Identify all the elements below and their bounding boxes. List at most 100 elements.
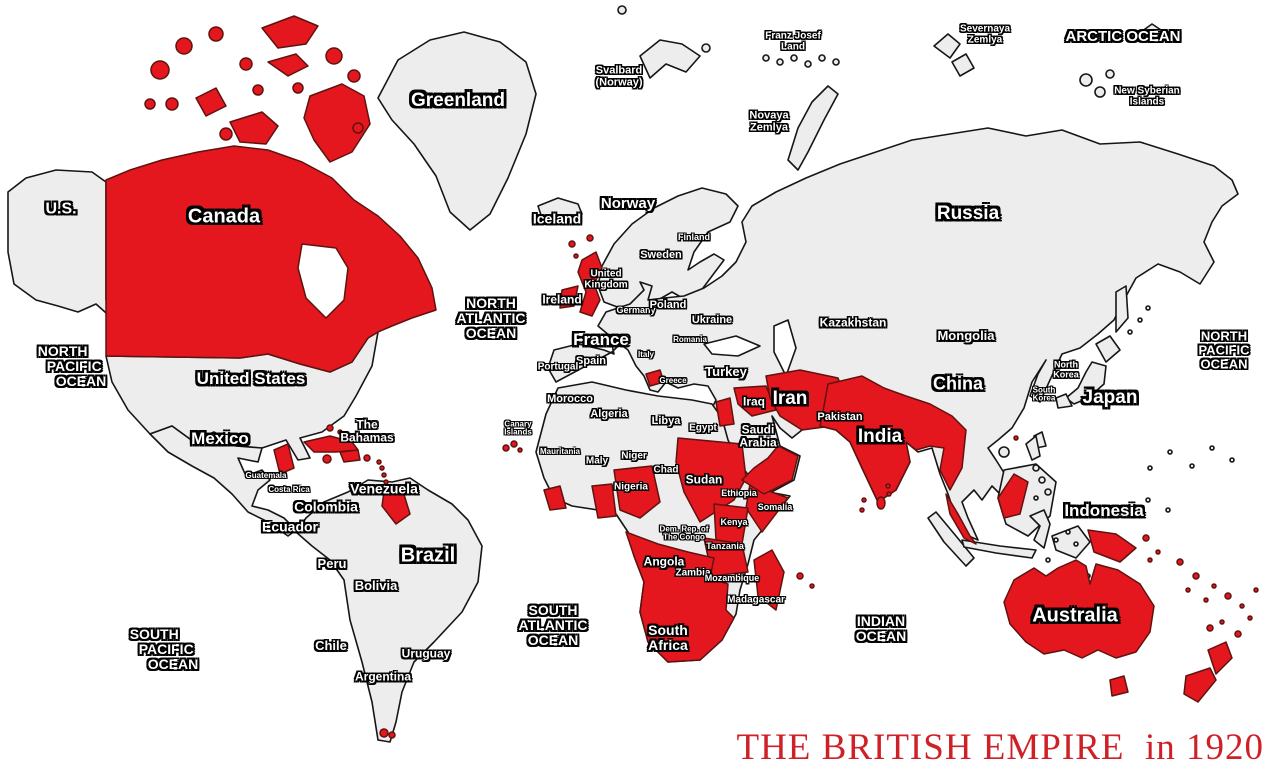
country-label-mexico: Mexico	[191, 428, 249, 448]
sumatra-shape	[927, 511, 975, 567]
sulawesi-shape	[1029, 509, 1051, 549]
country-label-new-syberian-islands: New Syberian Islands	[1114, 85, 1180, 107]
country-label-romania: Romania	[673, 334, 707, 344]
country-label-china: China	[932, 373, 984, 394]
scandinavia-shape	[597, 187, 739, 309]
country-label-zambia: Zambia	[675, 567, 711, 579]
country-label-ecuador: Ecuador	[261, 518, 319, 535]
country-label-algeria: Algeria	[590, 408, 628, 421]
tasmania-shape	[1109, 675, 1129, 697]
country-label-the-bahamas: The Bahamas	[340, 417, 394, 444]
country-label-south-korea: South Korea	[1032, 385, 1056, 403]
country-label-south-africa: South Africa	[648, 622, 688, 653]
country-label-canada: Canada	[187, 205, 261, 228]
new-zealand-north-shape	[1207, 641, 1233, 675]
country-label-sweden: Sweden	[640, 249, 682, 262]
country-label-iran: Iran	[772, 387, 808, 409]
country-label-spain: Spain	[576, 355, 606, 368]
greenland-shape	[377, 31, 537, 231]
country-label-norway: Norway	[600, 195, 656, 213]
kyushu-shape	[1055, 393, 1073, 409]
country-label-somalia: Somalia	[757, 502, 793, 513]
malaya-shape	[945, 493, 977, 545]
jamaica-shape	[322, 454, 332, 464]
jordan-palestine-shape	[715, 397, 735, 427]
country-label-ethiopia: Ethiopia	[721, 488, 757, 499]
country-label-australia: Australia	[1032, 604, 1118, 627]
franz-josef-land-shape	[762, 54, 840, 68]
java-shape	[961, 539, 1037, 559]
united-kingdom-shape	[577, 251, 603, 317]
somalia-horn-shape	[745, 483, 789, 533]
sri-lanka-shape	[876, 496, 886, 510]
ireland-shape	[559, 285, 579, 309]
greece-red-shape	[645, 369, 665, 387]
country-label-niger: Niger	[621, 450, 647, 462]
british-empire-land	[105, 15, 1259, 739]
country-label-venezuela: Venezuela	[350, 480, 418, 497]
ocean-label-south-pacific-ocean: SOUTH PACIFIC OCEAN	[129, 625, 199, 672]
country-label-kenya: Kenya	[720, 517, 748, 528]
philippines-shape	[1025, 435, 1041, 461]
country-label-iraq: Iraq	[742, 394, 766, 409]
country-label-colombia: Colombia	[294, 498, 358, 515]
country-label-mozambique: Mozambique	[704, 573, 760, 584]
country-label-costa-rica: Costa Rica	[268, 484, 310, 494]
southern-africa-shape	[625, 531, 735, 663]
country-label-pakistan: Pakistan	[817, 411, 863, 424]
country-label-north-korea: North Korea	[1053, 359, 1079, 379]
honshu-shape	[1065, 361, 1107, 405]
country-label-sudan: Sudan	[685, 472, 723, 487]
country-label-morocco: Morocco	[547, 393, 593, 406]
country-label-france: France	[573, 329, 629, 349]
country-label-severnaya-zemlya: Severnaya Zemlya	[959, 23, 1011, 45]
ocean-label-south-atlantic-ocean: SOUTH ATLANTIC OCEAN	[518, 601, 588, 648]
indonesia-shapes	[927, 435, 1107, 585]
australia-shape	[1003, 559, 1155, 659]
country-label-libya: Libya	[651, 415, 681, 428]
canadian-arctic-islands	[144, 15, 371, 163]
south-arabia-shape	[741, 445, 799, 495]
country-label-angola: Angola	[643, 554, 685, 569]
country-label-maly: Maly	[585, 455, 609, 467]
new-guinea-east-shape	[1087, 529, 1137, 563]
hong-kong-shape	[1013, 435, 1019, 441]
canada-shape	[105, 145, 437, 373]
country-label-finland: Finland	[678, 232, 710, 243]
country-label-mauritania: Mauritania	[539, 446, 581, 456]
country-label-brazil: Brazil	[400, 544, 456, 567]
country-label-indonesia: Indonesia	[1064, 500, 1144, 520]
country-label-peru: Peru	[317, 556, 347, 572]
country-label-uruguay: Uruguay	[401, 646, 451, 661]
country-label-greece: Greece	[659, 375, 687, 385]
canary-islands-shape	[502, 440, 523, 453]
nigeria-shape	[613, 465, 661, 519]
country-label-novaya-zemlya: Novaya Zemlya	[749, 109, 789, 133]
country-label-us-alaska: U.S.	[45, 200, 77, 218]
country-label-greenland: Greenland	[411, 89, 505, 111]
map-title: THE BRITISH EMPIRE in 1920	[736, 727, 1264, 768]
country-label-egypt: Egypt	[689, 422, 717, 434]
country-label-kazakhstan: Kazakhstan	[819, 315, 887, 330]
severnaya-zemlya-shape	[933, 33, 975, 77]
north-borneo-shape	[997, 473, 1029, 519]
ocean-label-north-atlantic-ocean: NORTH ATLANTIC OCEAN	[456, 294, 526, 341]
novaya-zemlya-shape	[787, 85, 839, 171]
country-label-canary-islands: Canary Islands	[504, 419, 532, 437]
falkland-islands-shape	[379, 728, 396, 739]
country-label-mongolia: Mongolia	[937, 328, 995, 344]
india-burma-shape	[819, 375, 967, 503]
country-label-saudi-arabia: Saudi Arabia	[739, 422, 777, 449]
ocean-label-north-pacific-ocean-west: NORTH PACIFIC OCEAN	[37, 342, 107, 389]
country-label-svalbard-norway: Svalbard (Norway)	[595, 64, 643, 88]
country-label-japan: Japan	[1082, 386, 1138, 408]
country-label-germany: Germany	[616, 305, 656, 316]
new-zealand-south-shape	[1183, 667, 1217, 703]
belize-shape	[273, 443, 295, 475]
hainan-shape	[998, 446, 1010, 458]
japan-shapes	[1055, 285, 1151, 409]
country-label-bolivia: Bolivia	[354, 578, 398, 594]
